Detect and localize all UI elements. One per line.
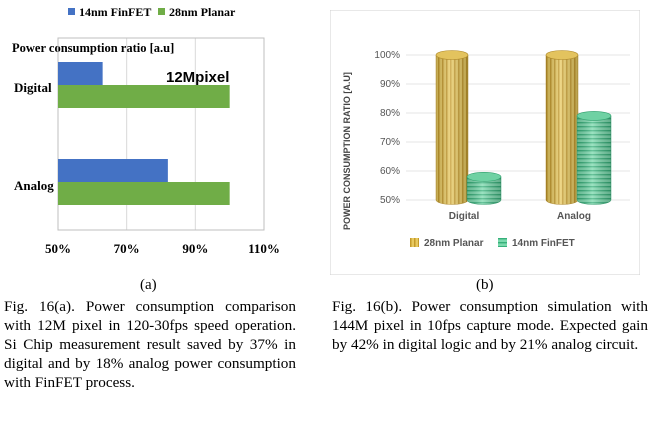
legend-b-planar-swatch	[410, 238, 419, 247]
panel-a-label: (a)	[140, 277, 157, 293]
chart-b-bars	[435, 50, 612, 205]
chart-a-frame	[57, 37, 265, 231]
chart-a-xtick: 110%	[248, 241, 280, 256]
chart-a-category-digital: Digital	[14, 80, 52, 95]
legend-b-finfet-swatch	[498, 238, 507, 247]
legend-b-finfet-label: 14nm FinFET	[512, 238, 575, 249]
legend-a-planar-label: 28nm Planar	[169, 5, 236, 19]
chart-a-xtick: 90%	[182, 241, 208, 256]
chart-b-bar-digital-finfet	[466, 172, 502, 205]
chart-b-category-analog: Analog	[557, 211, 591, 222]
legend-a-finfet-swatch	[68, 8, 75, 15]
figure-caption-b: Fig. 16(b). Power consumption simulation…	[332, 298, 648, 353]
chart-a-title: Power consumption ratio [a.u]	[12, 41, 174, 55]
chart-b-ytick: 60%	[380, 166, 400, 177]
chart-a-bar-digital-planar	[58, 85, 230, 108]
chart-b-y-ticks: 100% 90% 80% 70% 60% 50%	[374, 50, 400, 206]
chart-a-bars	[58, 62, 230, 205]
chart-b-bar-analog-finfet	[576, 111, 612, 205]
chart-b-ytick: 50%	[380, 195, 400, 206]
chart-b-category-digital: Digital	[449, 211, 480, 222]
legend-b-planar-label: 28nm Planar	[424, 238, 484, 249]
chart-b-ytick: 100%	[374, 50, 400, 61]
chart-b-ylabel: POWER CONSUMPTION RATIO [A.U]	[342, 72, 352, 230]
chart-b: POWER CONSUMPTION RATIO [A.U] 100% 90% 8…	[330, 10, 640, 275]
chart-a-bar-analog-finfet	[58, 159, 168, 182]
chart-a-x-ticks: 50% 70% 90% 110%	[45, 241, 280, 256]
legend-a-finfet-label: 14nm FinFET	[79, 5, 151, 19]
chart-a-category-analog: Analog	[14, 178, 54, 193]
chart-a-xtick: 50%	[45, 241, 71, 256]
chart-a: 14nm FinFET 28nm Planar Power consumptio…	[12, 5, 280, 256]
chart-a-bar-digital-finfet	[58, 62, 103, 85]
panel-b-label: (b)	[476, 277, 494, 293]
chart-b-bar-analog-planar	[545, 50, 579, 205]
chart-a-xtick: 70%	[114, 241, 140, 256]
figure-caption-a: Fig. 16(a). Power consumption comparison…	[4, 298, 296, 391]
chart-b-ytick: 90%	[380, 79, 400, 90]
chart-b-bar-digital-planar	[435, 50, 469, 205]
chart-b-ytick: 70%	[380, 137, 400, 148]
chart-a-bar-analog-planar	[58, 182, 230, 205]
chart-b-ytick: 80%	[380, 108, 400, 119]
legend-a-planar-swatch	[158, 8, 165, 15]
chart-a-annotation: 12Mpixel	[166, 69, 229, 86]
